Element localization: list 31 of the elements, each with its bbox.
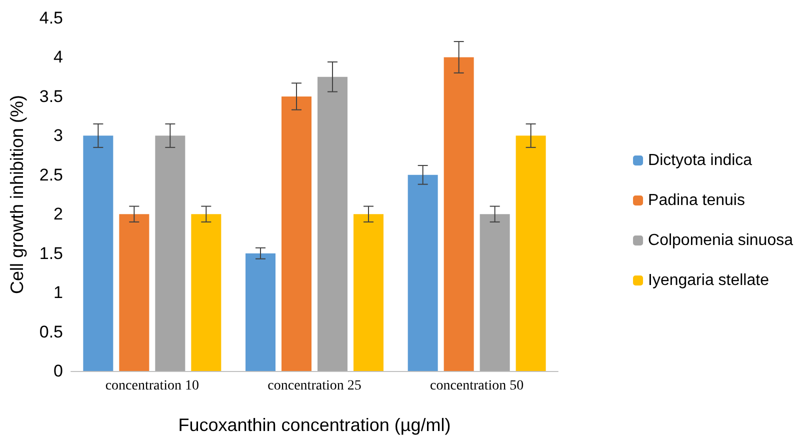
- bar: [191, 214, 222, 371]
- bar: [444, 57, 474, 371]
- y-tick-label: 1: [54, 283, 63, 302]
- y-tick-label: 1.5: [39, 244, 63, 263]
- legend-label: Padina tenuis: [648, 192, 745, 209]
- y-tick-label: 3.5: [39, 86, 63, 106]
- bar: [408, 174, 438, 371]
- y-tick-label: 4.5: [39, 8, 63, 28]
- legend-label: Iyengaria stellate: [648, 272, 770, 289]
- bar: [318, 76, 348, 371]
- bar: [83, 136, 114, 371]
- y-tick-label: 4: [54, 48, 63, 67]
- bar: [480, 214, 510, 371]
- legend-label: Colpomenia sinuosa: [648, 232, 794, 249]
- bar: [155, 136, 186, 371]
- x-tick-label: concentration 25: [268, 378, 362, 394]
- x-tick-label: concentration 10: [105, 378, 200, 394]
- y-axis-title: Cell growth inhibition (%): [7, 94, 27, 294]
- y-tick-label: 2: [54, 204, 63, 224]
- bar: [119, 214, 150, 371]
- y-tick-label: 3: [54, 126, 63, 146]
- legend-label: Dictyota indica: [648, 152, 752, 169]
- bar: [516, 136, 546, 371]
- x-axis-title: Fucoxanthin concentration (µg/ml): [178, 415, 451, 435]
- bar: [246, 253, 276, 371]
- bar: [282, 96, 312, 371]
- y-tick-label: 0.5: [39, 322, 63, 342]
- x-tick-label: concentration 50: [430, 378, 524, 394]
- y-tick-label: 2.5: [39, 165, 63, 184]
- y-tick-label: 0: [54, 362, 63, 380]
- bar: [353, 214, 384, 371]
